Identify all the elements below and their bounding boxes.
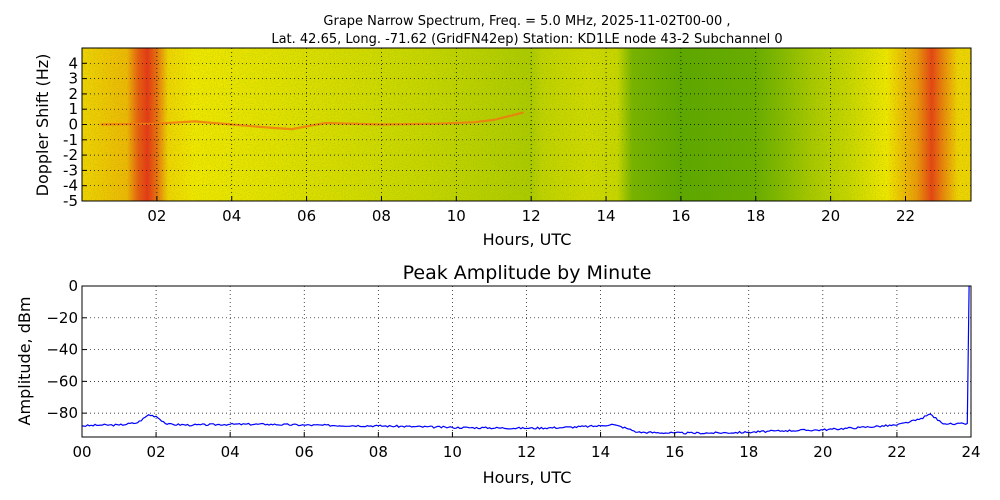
spectrogram-x-tick-label: 22 bbox=[896, 207, 915, 225]
spectrogram-x-tick-label: 06 bbox=[297, 207, 316, 225]
spectrogram-y-tick-label: 4 bbox=[68, 54, 78, 72]
amplitude-y-axis-label: Amplitude, dBm bbox=[15, 297, 34, 426]
amplitude-chart-title: Peak Amplitude by Minute bbox=[403, 262, 652, 284]
spectrogram-y-tick-label: 0 bbox=[68, 116, 78, 134]
amplitude-panel: Peak Amplitude by Minute 00 02 04 06 08 10 12 1… bbox=[15, 262, 981, 487]
spectrogram-y-tick-label: 2 bbox=[68, 85, 78, 103]
amplitude-x-ticks: 00 02 04 06 08 10 12 14 16 18 20 22 24 bbox=[72, 432, 981, 461]
figure-title-line1: Grape Narrow Spectrum, Freq. = 5.0 MHz, … bbox=[323, 14, 730, 29]
amplitude-y-tick-label: 0 bbox=[68, 277, 78, 295]
spectrogram-x-tick-label: 04 bbox=[222, 207, 241, 225]
amplitude-series-line bbox=[82, 286, 970, 435]
figure-title-line2: Lat. 42.65, Long. -71.62 (GridFN42ep) St… bbox=[271, 32, 782, 47]
amplitude-y-ticks: 0 −20 −40 −60 −80 bbox=[46, 277, 87, 422]
amplitude-x-tick-label: 12 bbox=[517, 443, 536, 461]
amplitude-x-axis-label: Hours, UTC bbox=[483, 468, 572, 487]
amplitude-y-tick-label: −60 bbox=[46, 372, 78, 390]
spectrogram-x-ticks: 02 04 06 08 10 12 14 16 18 20 22 bbox=[147, 196, 915, 225]
amplitude-y-tick-label: −80 bbox=[46, 404, 78, 422]
spectrogram-x-tick-label: 14 bbox=[596, 207, 615, 225]
spectrogram-x-tick-label: 10 bbox=[447, 207, 466, 225]
amplitude-x-tick-label: 22 bbox=[887, 443, 906, 461]
amplitude-x-tick-label: 14 bbox=[591, 443, 610, 461]
spectrogram-x-tick-label: 18 bbox=[746, 207, 765, 225]
amplitude-y-tick-label: −20 bbox=[46, 309, 78, 327]
spectrogram-x-tick-label: 12 bbox=[522, 207, 541, 225]
spectrogram-x-tick-label: 08 bbox=[372, 207, 391, 225]
amplitude-x-tick-label: 02 bbox=[147, 443, 166, 461]
spectrogram-y-tick-label: -4 bbox=[63, 177, 78, 195]
doppler-trace bbox=[100, 111, 524, 131]
amplitude-x-tick-label: 08 bbox=[369, 443, 388, 461]
spectrogram-y-tick-label: -3 bbox=[63, 161, 78, 179]
amplitude-x-tick-label: 04 bbox=[221, 443, 240, 461]
spectrogram-x-tick-label: 02 bbox=[147, 207, 166, 225]
spectrogram-y-tick-label: -5 bbox=[63, 192, 78, 210]
amplitude-x-tick-label: 20 bbox=[813, 443, 832, 461]
amplitude-x-tick-label: 00 bbox=[72, 443, 91, 461]
amplitude-x-tick-label: 16 bbox=[665, 443, 684, 461]
spectrogram-y-tick-label: -2 bbox=[63, 146, 78, 164]
amplitude-x-tick-label: 18 bbox=[739, 443, 758, 461]
amplitude-x-tick-label: 24 bbox=[961, 443, 980, 461]
amplitude-x-tick-label: 10 bbox=[443, 443, 462, 461]
amplitude-x-tick-label: 06 bbox=[295, 443, 314, 461]
amplitude-y-tick-label: −40 bbox=[46, 341, 78, 359]
spectrogram-x-tick-label: 20 bbox=[821, 207, 840, 225]
spectrogram-grid bbox=[82, 48, 971, 201]
spectrogram-y-axis-label: Doppler Shift (Hz) bbox=[33, 54, 52, 197]
spectrogram-y-tick-label: -1 bbox=[63, 131, 78, 149]
spectrogram-y-tick-label: 1 bbox=[68, 100, 78, 118]
spectrogram-x-tick-label: 16 bbox=[671, 207, 690, 225]
amplitude-grid bbox=[82, 286, 971, 437]
spectrogram-x-axis-label: Hours, UTC bbox=[483, 230, 572, 249]
spectrogram-y-tick-label: 3 bbox=[68, 70, 78, 88]
